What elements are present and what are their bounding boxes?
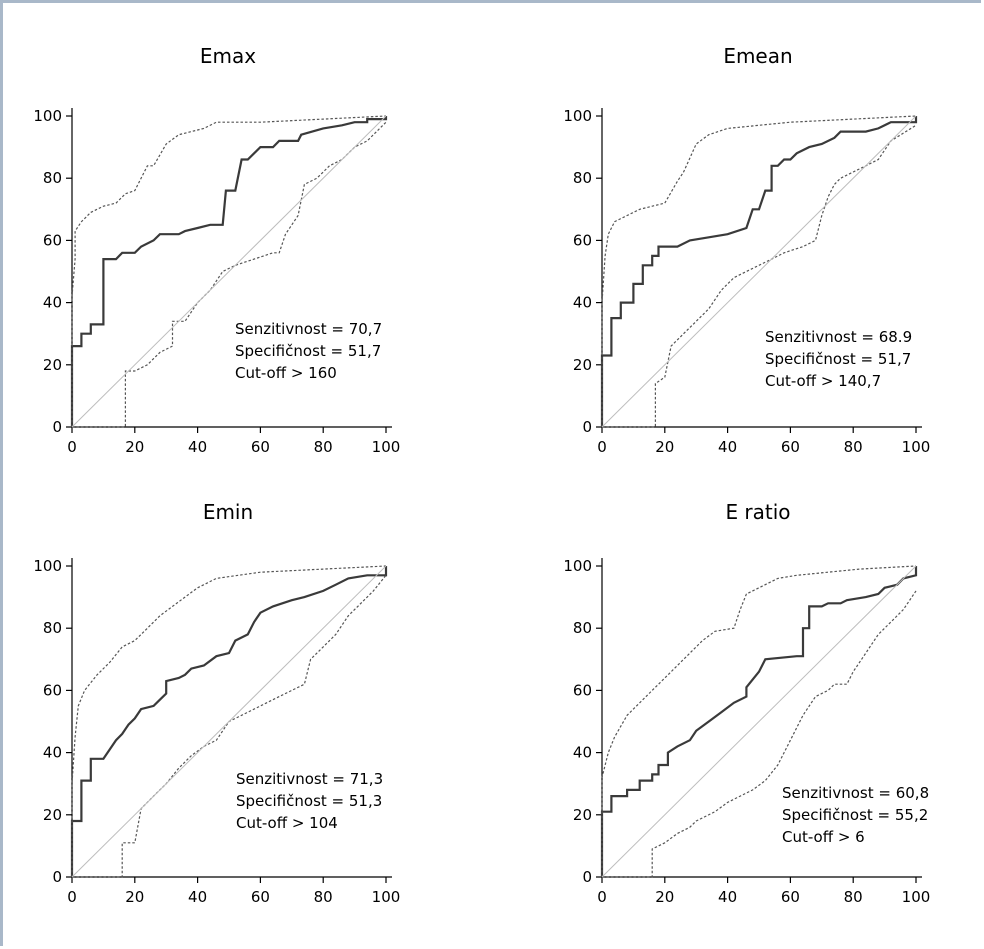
y-tick-label: 100 — [563, 107, 592, 125]
x-tick-label: 100 — [372, 438, 401, 456]
annotation-line-sensitivity: Senzitivnost = 60,8 — [782, 784, 930, 802]
y-tick-label: 0 — [52, 868, 62, 886]
y-tick-label: 80 — [573, 169, 592, 187]
roc-chart-svg: 0 20 40 60 80 100 0 20 40 60 80 100 — [563, 107, 931, 456]
x-tick-label: 100 — [902, 888, 931, 906]
chart-title: E ratio — [725, 500, 791, 524]
x-tick-label: 60 — [251, 438, 270, 456]
y-tick-label: 80 — [43, 619, 62, 637]
roc-chart-svg: 0 20 40 60 80 100 0 20 40 60 80 100 — [33, 107, 401, 456]
y-tick-label: 0 — [52, 418, 62, 436]
x-tick-label: 60 — [781, 438, 800, 456]
y-tick-label: 100 — [33, 557, 62, 575]
annotation-line-specificity: Specifičnost = 51,3 — [236, 792, 383, 810]
roc-chart-svg: 0 20 40 60 80 100 0 20 40 60 80 100 — [33, 557, 401, 906]
x-tick-label: 80 — [844, 888, 863, 906]
chart-annotation: Senzitivnost = 68.9 Specifičnost = 51,7 … — [765, 326, 912, 392]
x-tick-label: 0 — [597, 888, 607, 906]
y-tick-label: 0 — [582, 868, 592, 886]
chart-panel-emax: Emax 0 20 40 60 80 100 0 20 40 60 80 100 Senzitivno… — [8, 36, 428, 476]
x-tick-label: 80 — [314, 438, 333, 456]
annotation-line-sensitivity: Senzitivnost = 68.9 — [765, 328, 913, 346]
x-tick-label: 80 — [314, 888, 333, 906]
y-tick-label: 60 — [573, 231, 592, 249]
chart-panel-emin: Emin 0 20 40 60 80 100 0 20 40 60 80 100 Senzitivno… — [8, 486, 428, 926]
roc-curve-line — [70, 566, 388, 877]
confidence-bound-line — [72, 121, 387, 428]
confidence-bound-line — [601, 565, 917, 877]
chart-title: Emean — [723, 44, 793, 68]
x-tick-label: 0 — [67, 888, 77, 906]
x-tick-label: 40 — [188, 888, 207, 906]
x-tick-label: 100 — [372, 888, 401, 906]
y-tick-label: 20 — [43, 806, 62, 824]
y-tick-label: 40 — [43, 294, 62, 312]
annotation-line-specificity: Specifičnost = 51,7 — [235, 342, 382, 360]
chart-annotation: Senzitivnost = 71,3 Specifičnost = 51,3 … — [236, 768, 383, 834]
y-tick-label: 20 — [573, 356, 592, 374]
reference-diagonal-line — [71, 115, 387, 428]
x-tick-label: 60 — [251, 888, 270, 906]
chart-title: Emin — [202, 500, 254, 524]
annotation-line-cutoff: Cut-off > 6 — [782, 828, 865, 846]
annotation-line-specificity: Specifičnost = 51,7 — [765, 350, 912, 368]
roc-curve-line — [70, 116, 388, 427]
confidence-bound-line — [71, 565, 387, 877]
confidence-bound-line — [602, 590, 917, 878]
chart-annotation: Senzitivnost = 60,8 Specifičnost = 55,2 … — [782, 782, 929, 848]
y-tick-label: 20 — [573, 806, 592, 824]
y-tick-label: 40 — [573, 294, 592, 312]
annotation-line-sensitivity: Senzitivnost = 70,7 — [235, 320, 383, 338]
reference-diagonal-line — [71, 565, 387, 878]
y-tick-label: 80 — [43, 169, 62, 187]
x-tick-label: 20 — [655, 438, 674, 456]
y-tick-label: 100 — [33, 107, 62, 125]
y-tick-label: 80 — [573, 619, 592, 637]
y-tick-label: 20 — [43, 356, 62, 374]
annotation-line-cutoff: Cut-off > 140,7 — [765, 372, 882, 390]
confidence-bound-line — [601, 115, 917, 427]
confidence-bound-line — [71, 115, 387, 427]
y-tick-label: 40 — [43, 744, 62, 762]
y-tick-label: 60 — [43, 231, 62, 249]
y-tick-label: 0 — [582, 418, 592, 436]
chart-annotation: Senzitivnost = 70,7 Specifičnost = 51,7 … — [235, 318, 382, 384]
y-tick-label: 40 — [573, 744, 592, 762]
x-tick-label: 40 — [718, 438, 737, 456]
y-tick-label: 60 — [43, 681, 62, 699]
x-tick-label: 0 — [597, 438, 607, 456]
x-tick-label: 80 — [844, 438, 863, 456]
x-tick-label: 20 — [125, 438, 144, 456]
roc-curve-line — [600, 566, 918, 877]
annotation-line-sensitivity: Senzitivnost = 71,3 — [236, 770, 384, 788]
x-tick-label: 40 — [718, 888, 737, 906]
reference-diagonal-line — [601, 565, 917, 878]
x-tick-label: 0 — [67, 438, 77, 456]
y-tick-label: 100 — [563, 557, 592, 575]
chart-panel-e-ratio: E ratio 0 20 40 60 80 100 0 20 40 60 80 100 Senziti… — [538, 486, 958, 926]
annotation-line-cutoff: Cut-off > 104 — [236, 814, 338, 832]
chart-panel-emean: Emean 0 20 40 60 80 100 0 20 40 60 80 100 Senzitivn… — [538, 36, 958, 476]
x-tick-label: 60 — [781, 888, 800, 906]
reference-diagonal-line — [601, 115, 917, 428]
chart-title: Emax — [199, 44, 257, 68]
roc-curve-line — [600, 116, 918, 427]
x-tick-label: 20 — [125, 888, 144, 906]
x-tick-label: 20 — [655, 888, 674, 906]
annotation-line-cutoff: Cut-off > 160 — [235, 364, 337, 382]
x-tick-label: 100 — [902, 438, 931, 456]
roc-chart-svg: 0 20 40 60 80 100 0 20 40 60 80 100 — [563, 557, 931, 906]
annotation-line-specificity: Specifičnost = 55,2 — [782, 806, 929, 824]
y-tick-label: 60 — [573, 681, 592, 699]
x-tick-label: 40 — [188, 438, 207, 456]
